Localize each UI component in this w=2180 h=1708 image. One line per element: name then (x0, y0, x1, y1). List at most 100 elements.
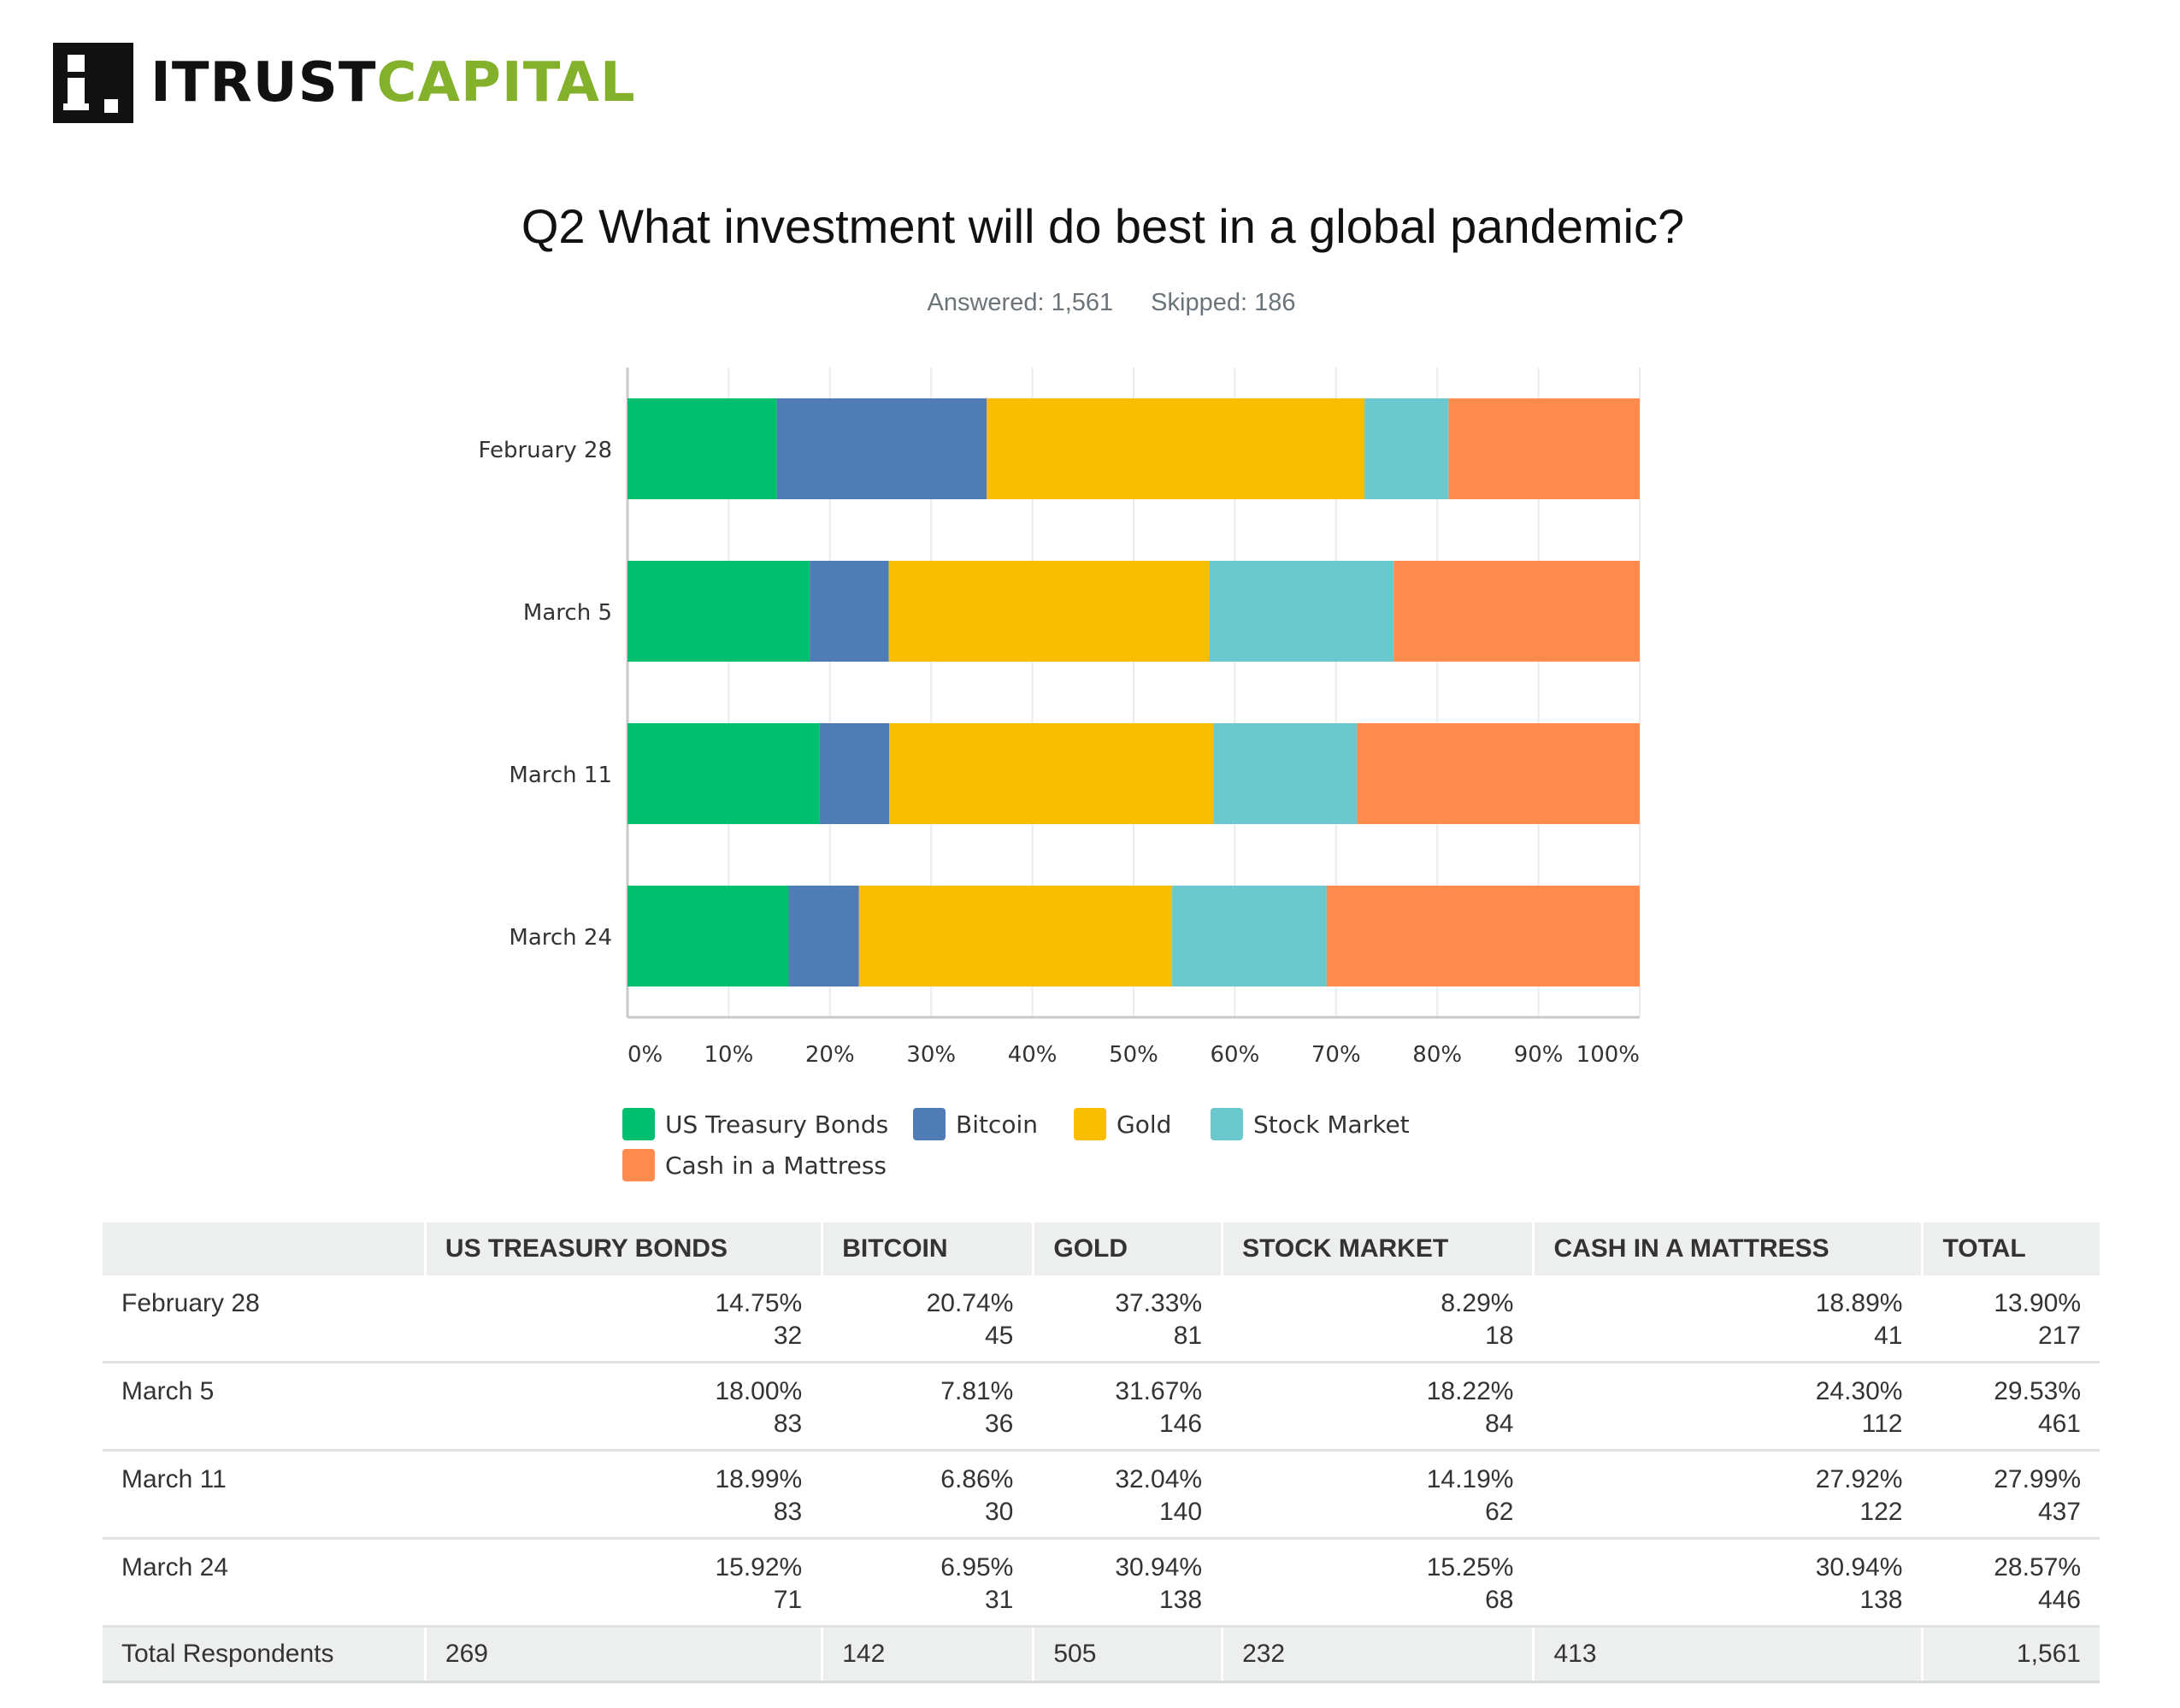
cell-count: 138 (1159, 1586, 1203, 1614)
itrustcapital-logo-icon (53, 43, 133, 123)
logo-text-itrust: ITRUST (150, 51, 377, 115)
total-cell: 1,561 (1921, 1626, 2100, 1683)
bar-segment (987, 398, 1365, 499)
logo-wordmark: ITRUSTCAPITAL (150, 56, 636, 110)
column-header (103, 1222, 426, 1275)
response-stats: Answered: 1,561 Skipped: 186 (0, 289, 2180, 317)
legend-item: Cash in a Mattress (622, 1149, 887, 1181)
logo-text-capital: CAPITAL (376, 51, 636, 115)
cell-count: 140 (1159, 1498, 1203, 1526)
skipped-count: Skipped: 186 (1151, 289, 1296, 316)
table-cell: 27.99% 437 (1921, 1450, 2100, 1540)
table-cell: 32.04% 140 (1032, 1450, 1223, 1540)
cell-percent: 14.75% (715, 1289, 803, 1317)
cell-count: 146 (1159, 1410, 1203, 1438)
legend-item: Bitcoin (913, 1108, 1038, 1140)
table-cell: 28.57% 446 (1921, 1538, 2100, 1628)
column-header: STOCK MARKET (1221, 1222, 1534, 1275)
table-cell: 6.95% 31 (821, 1538, 1034, 1628)
bar-segment (1172, 886, 1327, 987)
row-label: February 28 (103, 1275, 426, 1363)
total-row: Total Respondents 269 142 505 232 413 1,561 (103, 1626, 2100, 1683)
x-tick-label: 10% (704, 1042, 754, 1068)
row-label: March 24 (103, 1538, 426, 1628)
cell-percent: 6.86% (940, 1465, 1014, 1493)
table-cell: 18.00% 83 (423, 1362, 822, 1452)
cell-count: 31 (985, 1586, 1014, 1614)
table-cell: 14.75% 32 (423, 1275, 822, 1363)
cell-count: 83 (773, 1498, 803, 1526)
total-cell: 269 (423, 1626, 822, 1683)
cell-count: 461 (2037, 1410, 2081, 1438)
cell-percent: 18.99% (715, 1465, 803, 1493)
bar-segment (1364, 398, 1449, 499)
table-header-row: US TREASURY BONDS BITCOIN GOLD STOCK MARKET… (103, 1222, 2100, 1275)
table-row: March 24 15.92% 71 6.95% 31 30.94% 138 15.25% 68… (103, 1538, 2100, 1628)
cell-count: 437 (2037, 1498, 2081, 1526)
row-label: March 5 (103, 1362, 426, 1452)
bar-segment (776, 398, 987, 499)
cell-count: 36 (985, 1410, 1014, 1438)
cell-count: 112 (1861, 1410, 1903, 1438)
cell-percent: 15.25% (1426, 1553, 1514, 1581)
column-header: GOLD (1032, 1222, 1223, 1275)
table-cell: 30.94% 138 (1532, 1538, 1923, 1628)
bar-segment (889, 723, 1214, 824)
table-cell: 13.90% 217 (1921, 1275, 2100, 1363)
bar-segment (627, 398, 777, 499)
legend-label: Cash in a Mattress (665, 1151, 887, 1180)
legend-label: Gold (1117, 1110, 1172, 1139)
cell-percent: 31.67% (1115, 1377, 1203, 1405)
cell-count: 446 (2037, 1586, 2081, 1614)
bar-segment (888, 561, 1210, 662)
legend-swatch (1211, 1108, 1243, 1140)
legend-swatch (913, 1108, 946, 1140)
legend-swatch (1074, 1108, 1106, 1140)
table-row: March 5 18.00% 83 7.81% 36 31.67% 146 18.22% 84 2… (103, 1362, 2100, 1452)
answered-count: Answered: 1,561 (927, 289, 1114, 316)
table-cell: 7.81% 36 (821, 1362, 1034, 1452)
cell-count: 30 (985, 1498, 1014, 1526)
table-cell: 18.89% 41 (1532, 1275, 1923, 1363)
itrustcapital-logo: ITRUSTCAPITAL (53, 43, 636, 123)
cell-percent: 13.90% (1994, 1289, 2081, 1317)
bar-segment (627, 561, 810, 662)
row-label: March 11 (103, 1450, 426, 1540)
cell-percent: 30.94% (1115, 1553, 1203, 1581)
legend-label: Stock Market (1253, 1110, 1410, 1139)
table-cell: 15.92% 71 (423, 1538, 822, 1628)
cell-count: 62 (1485, 1498, 1514, 1526)
table-cell: 37.33% 81 (1032, 1275, 1223, 1363)
total-cell: 142 (821, 1626, 1034, 1683)
cell-percent: 18.22% (1426, 1377, 1514, 1405)
cell-count: 18 (1485, 1322, 1514, 1350)
cell-percent: 32.04% (1115, 1465, 1203, 1493)
category-label: February 28 (478, 438, 612, 463)
legend-item: Gold (1074, 1108, 1171, 1140)
table-cell: 15.25% 68 (1221, 1538, 1534, 1628)
bar-segment (1213, 723, 1358, 824)
table-cell: 30.94% 138 (1032, 1538, 1223, 1628)
cell-count: 81 (1173, 1322, 1203, 1350)
table-cell: 29.53% 461 (1921, 1362, 2100, 1452)
legend-swatch (622, 1149, 655, 1181)
table-cell: 18.22% 84 (1221, 1362, 1534, 1452)
legend-label: Bitcoin (956, 1110, 1039, 1139)
total-cell: 413 (1532, 1626, 1923, 1683)
table-cell: 31.67% 146 (1032, 1362, 1223, 1452)
cell-percent: 37.33% (1115, 1289, 1203, 1317)
cell-count: 71 (773, 1586, 803, 1614)
column-header: BITCOIN (821, 1222, 1034, 1275)
x-tick-label: 90% (1514, 1042, 1564, 1068)
cell-count: 68 (1485, 1586, 1514, 1614)
bar-segment (627, 723, 820, 824)
cell-count: 32 (773, 1322, 803, 1350)
table-cell: 20.74% 45 (821, 1275, 1034, 1363)
legend-label: US Treasury Bonds (665, 1110, 889, 1139)
bar-segment (627, 886, 789, 987)
cell-percent: 14.19% (1426, 1465, 1514, 1493)
category-label: March 24 (509, 925, 612, 951)
bar-segment (810, 561, 889, 662)
legend-item: US Treasury Bonds (622, 1108, 888, 1140)
table-cell: 8.29% 18 (1221, 1275, 1534, 1363)
